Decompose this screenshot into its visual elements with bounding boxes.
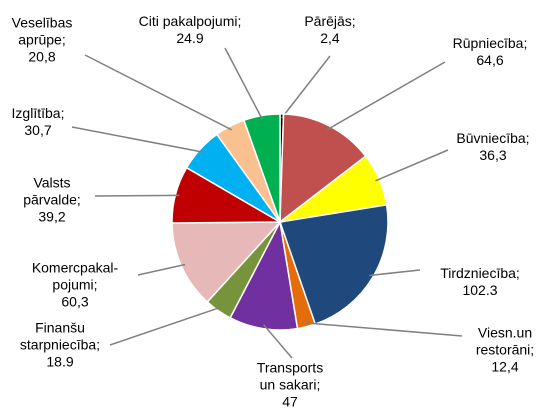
category-label: Būvniecība; [456,130,530,146]
data-label: Veselības aprūpe; 20,8 [12,15,73,66]
pie-slice [171,221,282,303]
data-label: Viesn.un restorāni; 12,4 [476,325,534,376]
pie-slice [279,113,367,224]
pie-slice [242,113,281,223]
value-label: 47 [282,393,298,410]
value-label: 64,6 [476,52,504,68]
value-label: 18.9 [46,353,74,370]
category-label: Komercpakal- pojumi; [31,259,119,293]
category-label: Valsts pārvalde; [23,174,81,208]
leader-line [305,322,463,337]
pie-slice [279,204,389,326]
leader-line [375,149,449,182]
category-label: Transports un sakari; [256,359,324,393]
leader-line [369,269,421,277]
category-label: Finanšu starpniecība; [19,319,101,353]
value-label: 102.3 [462,282,498,298]
value-label: 39,2 [38,208,66,225]
value-label: 20,8 [28,48,56,65]
data-label: Citi pakalpojumi; 24.9 [139,13,242,47]
pie-slice [229,219,299,331]
leader-line [263,324,293,359]
leader-line [327,61,446,131]
category-label: Izglītība; [11,105,65,121]
value-label: 30,7 [24,122,52,138]
value-label: 36,3 [479,147,507,163]
category-label: Viesn.un restorāni; [475,324,535,358]
leader-line [94,194,180,197]
category-label: Rūpniecība; [452,35,528,51]
value-label: 24.9 [176,30,204,46]
data-label: Finanšu starpniecība; 18.9 [20,320,100,371]
category-label: Tirdzniecība; [440,265,520,281]
data-label: Transports un sakari; 47 [257,360,323,411]
leader-line [109,306,221,346]
data-label: Būvniecība; 36,3 [456,130,529,164]
value-label: 12,4 [491,358,519,375]
leader-line [84,54,233,131]
value-label: 2,4 [320,30,340,46]
leader-line [224,47,264,120]
leader-line [71,126,204,153]
value-label: 60,3 [61,293,89,310]
category-label: Pārējās; [304,13,356,29]
data-label: Tirdzniecība; 102.3 [440,265,520,299]
data-label: Komercpakal- pojumi; 60,3 [32,260,118,311]
data-label: Pārējās; 2,4 [304,13,355,47]
leader-line [137,263,186,276]
data-label: Izglītība; 30,7 [12,105,65,139]
data-label: Rūpniecība; 64,6 [453,35,528,69]
data-label: Valsts pārvalde; 39,2 [23,175,81,226]
category-label: Citi pakalpojumi; [138,13,242,29]
leader-line [281,55,331,119]
category-label: Veselības aprūpe; [11,14,73,48]
